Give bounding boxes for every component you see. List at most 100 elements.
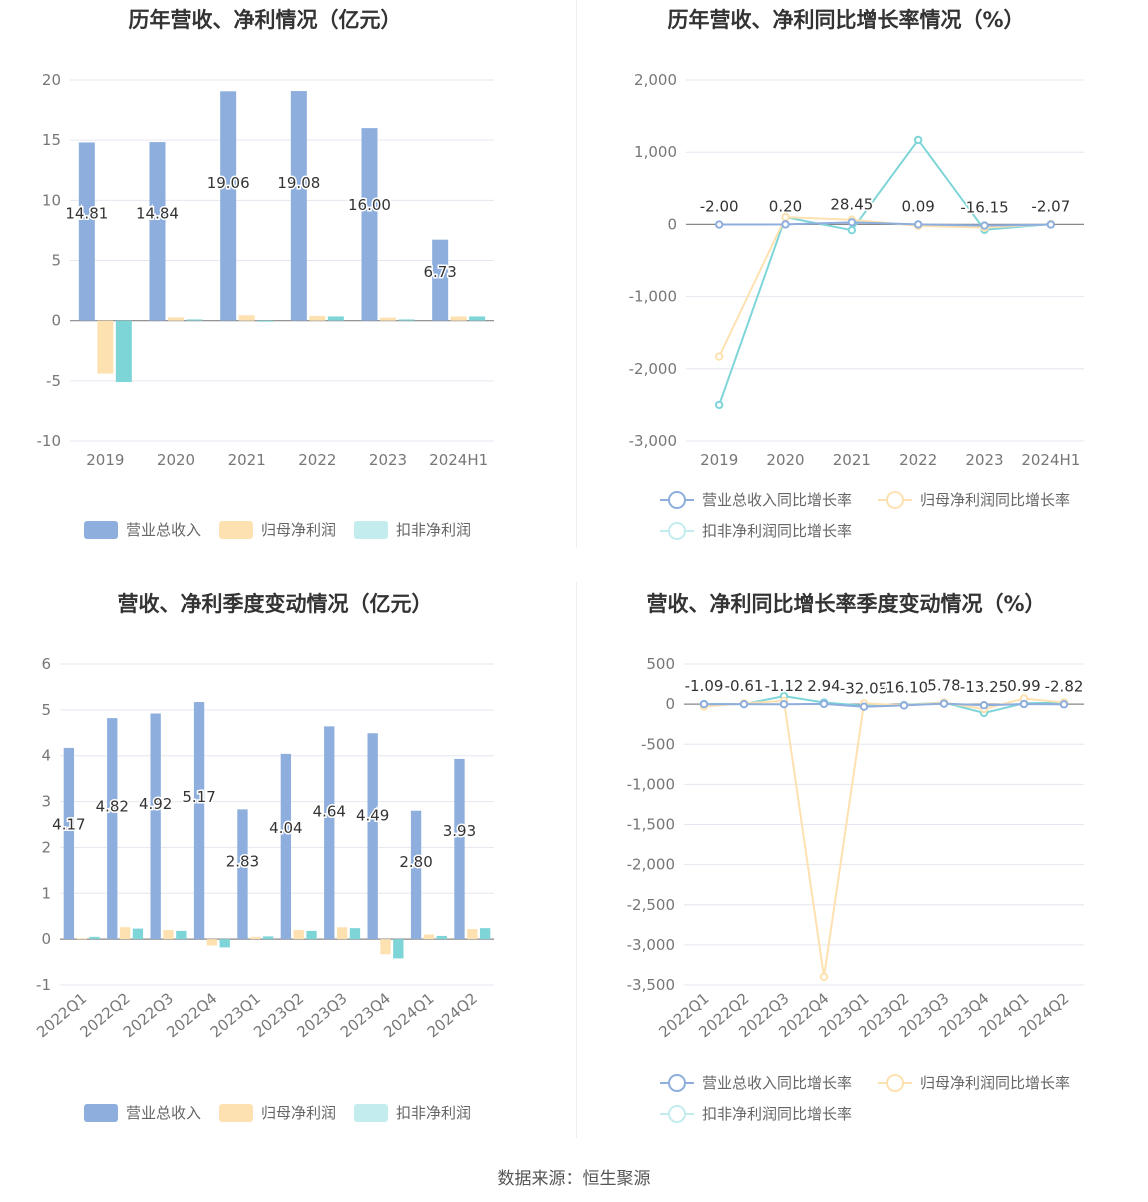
legend-swatch bbox=[878, 490, 912, 509]
data-label: 2.80 bbox=[399, 853, 432, 871]
y-tick-label: -1,500 bbox=[627, 816, 675, 834]
legend-item-deducted-profit[interactable]: 扣非净利润 bbox=[354, 1102, 471, 1123]
legend-item-revenue-growth[interactable]: 营业总收入同比增长率 bbox=[660, 489, 852, 510]
bar-deducted-profit bbox=[398, 319, 415, 321]
data-point bbox=[714, 352, 724, 361]
y-tick-label: 500 bbox=[646, 655, 675, 673]
data-label: 5.78 bbox=[927, 677, 960, 695]
bar-deducted-profit bbox=[393, 939, 404, 959]
bar-revenue bbox=[107, 718, 118, 940]
series-line-revenue-growth bbox=[719, 221, 1051, 227]
quarterly-growth-line-panel: 营收、净利同比增长率季度变动情况（%） 500 0 -500 -1,000 -1,500… bbox=[576, 582, 1148, 1142]
bar-revenue bbox=[454, 758, 465, 940]
bar-parent-profit bbox=[206, 939, 218, 946]
legend-item-revenue[interactable]: 营业总收入 bbox=[84, 1102, 201, 1123]
data-label: 28.45 bbox=[830, 195, 873, 213]
data-point bbox=[979, 700, 989, 710]
bar-parent-profit bbox=[76, 938, 87, 940]
bar-parent-profit bbox=[97, 320, 114, 374]
legend-item-deducted-profit[interactable]: 扣非净利润 bbox=[354, 519, 471, 540]
bar-deducted-profit bbox=[469, 316, 486, 321]
bar-parent-profit bbox=[163, 929, 174, 940]
legend-swatch bbox=[660, 1104, 694, 1123]
x-tick-label: 2021 bbox=[833, 451, 871, 469]
bar-revenue bbox=[63, 747, 75, 940]
x-tick-label: 2024H1 bbox=[1021, 451, 1080, 469]
y-tick-label: 0 bbox=[667, 215, 677, 233]
bar-deducted-profit bbox=[479, 928, 491, 940]
quarterly-bar-chart: 6543210-12022Q12022Q22022Q32022Q42023Q12… bbox=[33, 655, 494, 1041]
x-tick-label: 2022 bbox=[298, 451, 336, 469]
bar-revenue bbox=[432, 239, 449, 321]
bar-deducted-profit bbox=[436, 935, 447, 940]
legend-item-parent-profit-growth[interactable]: 归母净利润同比增长率 bbox=[878, 489, 1070, 510]
legend-swatch bbox=[84, 1103, 118, 1122]
data-label: 4.04 bbox=[269, 819, 302, 837]
data-label: -2.00 bbox=[700, 198, 739, 216]
bar-deducted-profit bbox=[327, 316, 344, 321]
legend-item-deducted-profit-growth[interactable]: 扣非净利润同比增长率 bbox=[660, 1103, 852, 1124]
bar-revenue bbox=[150, 713, 161, 940]
data-point bbox=[714, 400, 724, 410]
y-tick-label: -10 bbox=[37, 432, 62, 450]
bar-revenue bbox=[324, 726, 335, 940]
y-tick-label: 6 bbox=[41, 655, 51, 673]
bar-revenue bbox=[367, 733, 378, 940]
legend-item-parent-profit[interactable]: 归母净利润 bbox=[219, 519, 336, 540]
quarterly-bar-chart-panel: 营收、净利季度变动情况（亿元） 6 5 4 3 2 1 0 -1 2022Q1 2022Q2 202… bbox=[0, 582, 576, 1142]
legend-item-parent-profit-growth[interactable]: 归母净利润同比增长率 bbox=[878, 1072, 1070, 1093]
bar-parent-profit bbox=[450, 316, 467, 321]
bar-revenue bbox=[361, 128, 378, 321]
bar-deducted-profit bbox=[306, 930, 317, 940]
legend-item-deducted-profit-growth[interactable]: 扣非净利润同比增长率 bbox=[660, 520, 852, 541]
bar-parent-profit bbox=[250, 936, 261, 940]
series-line-parent-profit-growth bbox=[718, 216, 1051, 357]
legend-label: 扣非净利润 bbox=[396, 521, 472, 539]
bar-parent-profit bbox=[467, 929, 478, 940]
y-tick-label: -2,000 bbox=[627, 856, 675, 874]
y-tick-label: -2,500 bbox=[627, 896, 675, 914]
x-tick-label: 2021 bbox=[228, 451, 266, 469]
data-label: 4.17 bbox=[52, 815, 85, 833]
legend-item-revenue[interactable]: 营业总收入 bbox=[84, 519, 201, 540]
data-label: -1.12 bbox=[765, 677, 804, 695]
x-tick-label: 2020 bbox=[157, 451, 195, 469]
annual-bar-chart-panel: 历年营收、净利情况（亿元） 20 15 10 5 0 -5 -10 2019 2020 2021 2… bbox=[0, 0, 576, 550]
annual-growth-line-panel: 历年营收、净利同比增长率情况（%） 2,000 1,000 0 -1,000 -2,00… bbox=[576, 0, 1148, 550]
bar-revenue bbox=[280, 753, 292, 940]
data-label: 2.94 bbox=[807, 677, 840, 695]
x-tick-label: 2022 bbox=[899, 451, 937, 469]
data-point bbox=[859, 702, 869, 711]
y-tick-label: 0 bbox=[665, 695, 675, 713]
data-label: 5.17 bbox=[182, 788, 215, 806]
data-point bbox=[819, 972, 829, 982]
y-tick-label: -5 bbox=[46, 372, 61, 390]
y-tick-label: 2 bbox=[41, 838, 51, 856]
y-tick-label: 1,000 bbox=[634, 143, 677, 161]
y-tick-label: 0 bbox=[51, 312, 61, 330]
legend-swatch bbox=[219, 1103, 253, 1122]
bar-revenue bbox=[410, 810, 422, 940]
legend-label: 营业总收入 bbox=[126, 521, 202, 539]
data-point bbox=[781, 220, 790, 229]
data-label: 14.81 bbox=[65, 205, 108, 223]
legend-item-revenue-growth[interactable]: 营业总收入同比增长率 bbox=[660, 1072, 852, 1093]
bar-parent-profit bbox=[168, 317, 184, 321]
bar-deducted-profit bbox=[257, 320, 274, 322]
legend-label: 扣非净利润同比增长率 bbox=[702, 522, 853, 540]
data-point bbox=[1046, 220, 1056, 229]
y-tick-label: -3,500 bbox=[627, 976, 675, 994]
legend-swatch bbox=[660, 521, 694, 540]
legend-label: 营业总收入 bbox=[126, 1104, 202, 1122]
y-tick-label: -2,000 bbox=[629, 360, 677, 378]
bar-parent-profit bbox=[380, 317, 396, 321]
bar-parent-profit bbox=[238, 315, 255, 321]
data-label: 14.84 bbox=[136, 205, 179, 223]
chart-title: 营收、净利季度变动情况（亿元） bbox=[117, 592, 433, 616]
data-label: 16.00 bbox=[348, 196, 391, 214]
bar-parent-profit bbox=[309, 315, 326, 321]
data-label: 4.92 bbox=[139, 795, 172, 813]
legend-item-parent-profit[interactable]: 归母净利润 bbox=[219, 1102, 336, 1123]
quarterly-growth-line-chart: 500 0 -500 -1,000 -1,500 -2,000 -2,500 -3,000 -3… bbox=[627, 655, 1085, 1041]
y-tick-label: 3 bbox=[41, 793, 51, 811]
